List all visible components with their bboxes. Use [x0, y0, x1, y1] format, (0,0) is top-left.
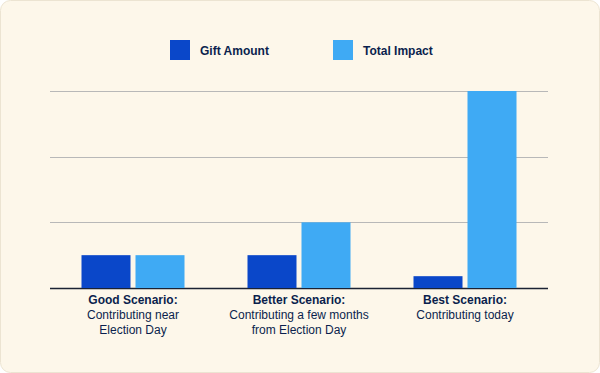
- bar: [414, 276, 463, 288]
- legend-swatch: [333, 40, 353, 60]
- chart: Good Scenario:Contributing nearElection …: [0, 0, 600, 373]
- category-label: Best Scenario:Contributing today: [416, 293, 513, 322]
- category-label-line: Good Scenario:: [88, 293, 177, 307]
- category-label-line: Best Scenario:: [423, 293, 507, 307]
- category-label-line: Contributing a few months: [229, 308, 368, 322]
- category-label-line: Better Scenario:: [253, 293, 346, 307]
- category-label-line: from Election Day: [252, 323, 347, 337]
- category-label-line: Contributing near: [87, 308, 179, 322]
- bar: [302, 222, 351, 288]
- bar: [82, 255, 131, 288]
- legend-label: Gift Amount: [200, 44, 269, 58]
- bar: [248, 255, 297, 288]
- category-label: Good Scenario:Contributing nearElection …: [87, 293, 179, 337]
- legend-swatch: [170, 40, 190, 60]
- bar: [468, 91, 517, 288]
- category-label-line: Election Day: [99, 323, 166, 337]
- chart-container: Good Scenario:Contributing nearElection …: [0, 0, 600, 373]
- bars: [82, 91, 517, 288]
- background: [1, 1, 600, 373]
- legend-label: Total Impact: [363, 44, 433, 58]
- bar: [136, 255, 185, 288]
- category-label-line: Contributing today: [416, 308, 513, 322]
- category-label: Better Scenario:Contributing a few month…: [229, 293, 368, 337]
